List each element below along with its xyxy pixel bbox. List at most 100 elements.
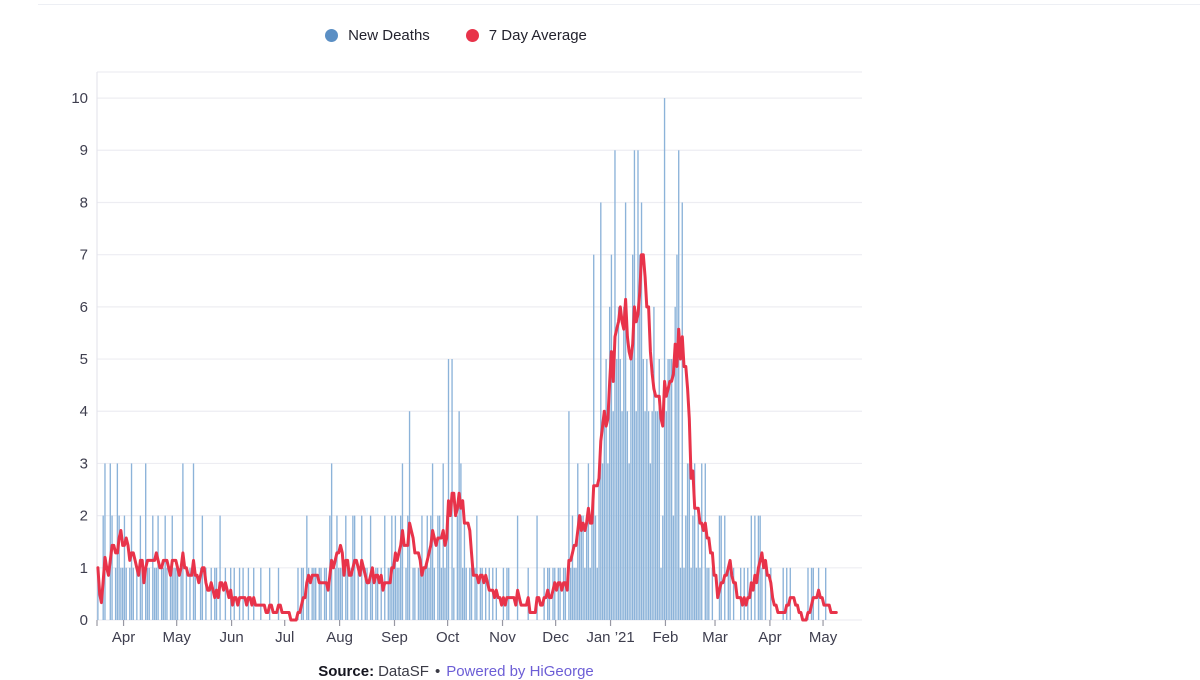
deaths-bar: [185, 567, 188, 620]
chart-legend: New Deaths 7 Day Average: [0, 27, 912, 44]
deaths-bar: [759, 515, 761, 620]
deaths-bar: [616, 359, 618, 620]
y-axis-tick-label: 1: [80, 560, 88, 577]
deaths-bar: [740, 567, 742, 620]
deaths-bar: [315, 567, 317, 620]
deaths-bar: [405, 567, 407, 620]
deaths-bar: [155, 567, 157, 620]
deaths-bar: [789, 567, 791, 620]
deaths-bar: [474, 567, 476, 620]
deaths-bar: [247, 567, 250, 620]
deaths-bar: [647, 411, 650, 620]
deaths-bar: [424, 567, 427, 620]
deaths-bar: [594, 515, 597, 620]
deaths-bar: [674, 306, 676, 620]
y-axis-tick-label: 2: [80, 508, 88, 525]
deaths-bar: [562, 567, 565, 620]
deaths-bar: [601, 463, 604, 620]
powered-by-link[interactable]: Powered by HiGeorge: [446, 663, 594, 680]
deaths-bar: [109, 463, 111, 620]
x-axis-tick-label: Dec: [542, 629, 569, 646]
deaths-bar: [392, 567, 395, 620]
deaths-bar: [633, 150, 636, 621]
deaths-bar: [692, 515, 694, 620]
deaths-bar: [807, 567, 809, 620]
deaths-bar: [146, 567, 149, 620]
deaths-bar: [591, 515, 593, 620]
deaths-bar: [323, 567, 326, 620]
deaths-bar: [651, 411, 653, 620]
deaths-bar: [732, 567, 735, 620]
deaths-bar: [111, 515, 113, 620]
deaths-bar: [412, 567, 414, 620]
deaths-bar: [123, 515, 126, 620]
deaths-bar: [407, 515, 409, 620]
deaths-bar: [132, 567, 134, 620]
y-axis-tick-label: 6: [80, 299, 88, 316]
deaths-bar: [554, 567, 556, 620]
deaths-bar: [180, 567, 182, 620]
deaths-bar: [242, 567, 244, 620]
deaths-bar: [369, 515, 372, 620]
x-axis-tick-label: Feb: [653, 629, 679, 646]
deaths-bar: [297, 567, 299, 620]
deaths-bar: [446, 515, 448, 620]
deaths-bar: [610, 254, 613, 620]
deaths-bar: [175, 567, 177, 620]
deaths-bar: [380, 567, 382, 620]
deaths-bar: [357, 567, 359, 620]
deaths-bar: [444, 567, 446, 620]
deaths-bar: [122, 567, 124, 620]
deaths-bar: [658, 359, 660, 620]
deaths-bar: [456, 515, 459, 620]
deaths-bar: [205, 567, 207, 620]
deaths-bar: [438, 515, 441, 620]
deaths-bar: [729, 567, 731, 620]
deaths-bar: [437, 515, 439, 620]
deaths-bar: [130, 463, 133, 620]
deaths-bar: [605, 359, 607, 620]
source-name: DataSF: [378, 663, 429, 680]
deaths-bar: [628, 463, 630, 620]
deaths-bar: [693, 463, 696, 620]
deaths-bar: [559, 567, 561, 620]
deaths-bar: [727, 567, 729, 620]
deaths-bar: [375, 567, 377, 620]
deaths-bar: [465, 567, 467, 620]
deaths-bar: [417, 567, 420, 620]
deaths-bar: [614, 150, 616, 621]
deaths-bar: [423, 567, 425, 620]
deaths-bar: [660, 567, 662, 620]
deaths-bar: [718, 515, 721, 620]
deaths-bar: [688, 463, 691, 620]
x-axis-tick-label: Jul: [275, 629, 294, 646]
deaths-bar: [750, 515, 752, 620]
deaths-bar: [306, 515, 308, 620]
deaths-bar: [527, 567, 529, 620]
deaths-bar: [136, 567, 138, 620]
deaths-bar: [366, 567, 368, 620]
deaths-bar: [118, 515, 120, 620]
legend-item-new-deaths[interactable]: New Deaths: [325, 27, 430, 44]
deaths-bar: [557, 567, 559, 620]
deaths-bar: [481, 567, 483, 620]
deaths-bar: [300, 567, 303, 620]
legend-item-7-day-average[interactable]: 7 Day Average: [465, 27, 587, 44]
x-axis-tick-label: Jun: [219, 629, 243, 646]
deaths-bar: [219, 515, 221, 620]
deaths-bar: [681, 202, 683, 620]
deaths-bar: [632, 254, 634, 620]
x-axis-tick-label: Mar: [702, 629, 728, 646]
deaths-bar: [398, 567, 400, 620]
x-axis-tick-label: Aug: [326, 629, 353, 646]
deaths-bar: [408, 411, 411, 620]
deaths-bar: [485, 567, 487, 620]
deaths-bar: [371, 567, 374, 620]
deaths-bar: [584, 567, 586, 620]
deaths-bar: [676, 254, 678, 620]
deaths-bar: [635, 411, 637, 620]
deaths-bar: [575, 567, 577, 620]
deaths-bar: [568, 411, 570, 620]
